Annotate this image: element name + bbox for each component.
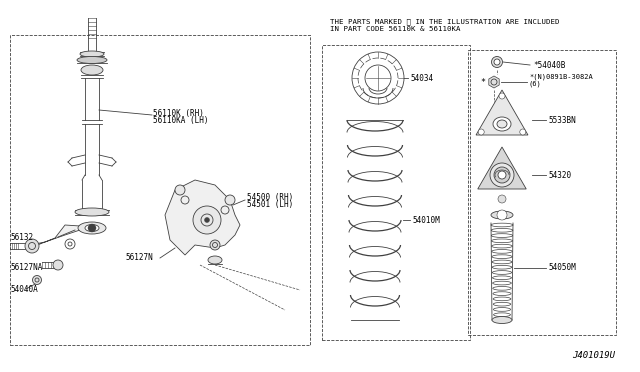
Circle shape xyxy=(497,210,507,220)
Text: THE PARTS MARKED ※ IN THE ILLUSTRATION ARE INCLUDED: THE PARTS MARKED ※ IN THE ILLUSTRATION A… xyxy=(330,18,559,25)
Bar xyxy=(468,50,616,335)
Circle shape xyxy=(210,240,220,250)
Text: 54320: 54320 xyxy=(548,170,571,180)
Circle shape xyxy=(205,218,209,222)
Circle shape xyxy=(492,57,502,67)
Text: J401019U: J401019U xyxy=(572,351,615,360)
Text: *(N)0891B-3082A
(6): *(N)0891B-3082A (6) xyxy=(529,73,593,87)
Ellipse shape xyxy=(75,208,109,216)
Circle shape xyxy=(478,129,484,135)
Text: 54501 (LH): 54501 (LH) xyxy=(247,199,293,208)
Text: 56127N: 56127N xyxy=(125,253,153,263)
Circle shape xyxy=(499,93,505,99)
Circle shape xyxy=(225,195,235,205)
Circle shape xyxy=(193,206,221,234)
Circle shape xyxy=(490,163,514,187)
Text: IN PART CODE 56110K & 56110KA: IN PART CODE 56110K & 56110KA xyxy=(330,26,461,32)
Ellipse shape xyxy=(80,51,104,57)
Circle shape xyxy=(520,129,526,135)
Polygon shape xyxy=(489,76,499,88)
Text: 56110K (RH): 56110K (RH) xyxy=(153,109,204,118)
Text: 54040A: 54040A xyxy=(10,285,38,294)
Ellipse shape xyxy=(78,222,106,234)
Polygon shape xyxy=(477,147,526,189)
Ellipse shape xyxy=(497,120,507,128)
Bar xyxy=(322,45,470,340)
Ellipse shape xyxy=(81,65,103,75)
Text: 56132: 56132 xyxy=(10,232,33,241)
Ellipse shape xyxy=(208,256,222,264)
Ellipse shape xyxy=(77,57,107,64)
Circle shape xyxy=(494,167,510,183)
Circle shape xyxy=(494,59,500,65)
Ellipse shape xyxy=(491,211,513,219)
Text: *54040B: *54040B xyxy=(533,61,565,70)
Polygon shape xyxy=(30,225,92,248)
Text: 54500 (RH): 54500 (RH) xyxy=(247,192,293,202)
Polygon shape xyxy=(476,90,528,135)
Circle shape xyxy=(25,239,39,253)
Circle shape xyxy=(498,195,506,203)
Circle shape xyxy=(33,276,42,285)
Text: 5533BN: 5533BN xyxy=(548,115,576,125)
Ellipse shape xyxy=(85,224,99,231)
Text: 54050M: 54050M xyxy=(548,263,576,272)
Text: 56127NA: 56127NA xyxy=(10,263,42,273)
Text: 56110KA (LH): 56110KA (LH) xyxy=(153,115,209,125)
Ellipse shape xyxy=(492,317,512,324)
Text: 54010M: 54010M xyxy=(412,215,440,224)
Text: 54034: 54034 xyxy=(410,74,433,83)
Circle shape xyxy=(498,171,506,179)
Polygon shape xyxy=(165,180,240,255)
Bar xyxy=(10,35,310,345)
Text: *: * xyxy=(481,77,486,87)
Circle shape xyxy=(53,260,63,270)
Circle shape xyxy=(175,185,185,195)
Ellipse shape xyxy=(493,117,511,131)
Circle shape xyxy=(88,224,96,232)
